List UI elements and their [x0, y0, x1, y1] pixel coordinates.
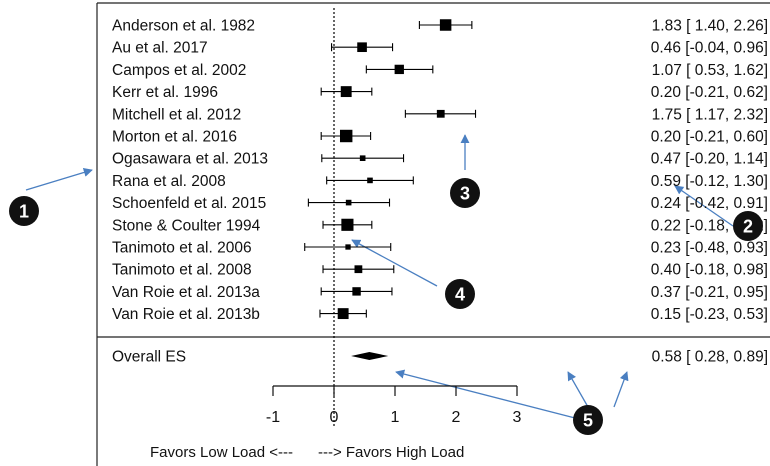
- annotation-arrow: [613, 371, 629, 408]
- overall-row: Overall ES 0.58 [ 0.28, 0.89]: [112, 349, 768, 366]
- callout-4: 4: [445, 279, 475, 309]
- study-ci-text: 1.83 [ 1.40, 2.26]: [652, 18, 768, 35]
- x-tick-label: 0: [330, 409, 339, 426]
- study-ci-text: 0.46 [-0.04, 0.96]: [651, 40, 768, 57]
- effect-size-marker: [394, 64, 404, 75]
- callout-3: 3: [450, 178, 480, 208]
- effect-size-marker: [345, 244, 351, 250]
- callout-number: 2: [743, 217, 753, 237]
- study-row: Mitchell et al. 2012 1.75 [ 1.17, 2.32]: [112, 106, 768, 123]
- annotation-arrows: [25, 134, 734, 419]
- study-label: Tanimoto et al. 2008: [112, 262, 252, 279]
- study-label: Kerr et al. 1996: [112, 84, 218, 101]
- effect-size-marker: [339, 129, 353, 143]
- annotation-arrow: [395, 369, 576, 419]
- callout-circle: [733, 211, 763, 241]
- study-label: Au et al. 2017: [112, 40, 208, 57]
- effect-size-marker: [367, 177, 373, 184]
- study-row: Stone & Coulter 1994 0.22 [-0.18, 0.62]: [112, 217, 768, 234]
- study-label: Tanimoto et al. 2006: [112, 240, 252, 257]
- study-label: Ogasawara et al. 2013: [112, 151, 268, 168]
- x-tick-label: 1: [391, 409, 400, 426]
- study-label: Schoenfeld et al. 2015: [112, 195, 266, 212]
- effect-size-marker: [439, 19, 452, 31]
- effect-size-marker: [354, 265, 363, 274]
- x-axis-label: Favors Low Load <--- ---> Favors High Lo…: [150, 444, 464, 461]
- study-label: Van Roie et al. 2013a: [112, 284, 260, 301]
- annotation-arrow: [25, 168, 93, 191]
- study-label: Morton et al. 2016: [112, 129, 237, 146]
- annotation-arrow: [567, 371, 589, 408]
- overall-label: Overall ES: [112, 349, 186, 366]
- study-label: Rana et al. 2008: [112, 173, 226, 190]
- study-row: Au et al. 2017 0.46 [-0.04, 0.96]: [112, 40, 768, 57]
- study-rows: Anderson et al. 1982 1.83 [ 1.40, 2.26] Au…: [112, 18, 768, 324]
- effect-size-marker: [357, 42, 367, 53]
- callout-number: 4: [455, 285, 465, 305]
- callout-markers: 1 2 3 4 5: [9, 178, 763, 435]
- annotation-arrow: [674, 185, 734, 227]
- study-label: Anderson et al. 1982: [112, 18, 255, 35]
- study-label: Mitchell et al. 2012: [112, 106, 241, 123]
- effect-size-marker: [341, 218, 354, 231]
- study-row: Van Roie et al. 2013b 0.15 [-0.23, 0.53]: [112, 306, 768, 323]
- study-row: Tanimoto et al. 2006 0.23 [-0.48, 0.93]: [112, 240, 768, 257]
- callout-circle: [573, 405, 603, 435]
- overall-diamond: [351, 352, 389, 360]
- callout-circle: [445, 279, 475, 309]
- effect-size-marker: [337, 308, 349, 320]
- study-row: Ogasawara et al. 2013 0.47 [-0.20, 1.14]: [112, 151, 768, 168]
- x-tick-label: 2: [452, 409, 461, 426]
- callout-number: 3: [460, 184, 470, 204]
- study-row: Schoenfeld et al. 2015 0.24 [-0.42, 0.91]: [112, 195, 768, 212]
- study-ci-text: 0.37 [-0.21, 0.95]: [651, 284, 768, 301]
- study-row: Morton et al. 2016 0.20 [-0.21, 0.60]: [112, 129, 768, 146]
- effect-size-marker: [359, 155, 366, 162]
- study-row: Anderson et al. 1982 1.83 [ 1.40, 2.26]: [112, 18, 768, 35]
- study-ci-text: 0.40 [-0.18, 0.98]: [651, 262, 768, 279]
- study-row: Campos et al. 2002 1.07 [ 0.53, 1.62]: [112, 62, 768, 79]
- callout-number: 5: [583, 411, 593, 431]
- study-ci-text: 0.20 [-0.21, 0.60]: [651, 129, 768, 146]
- callout-circle: [9, 196, 39, 226]
- effect-size-marker: [345, 199, 352, 206]
- callout-2: 2: [733, 211, 763, 241]
- study-ci-text: 0.24 [-0.42, 0.91]: [651, 195, 768, 212]
- study-ci-text: 0.20 [-0.21, 0.62]: [651, 84, 768, 101]
- study-row: Van Roie et al. 2013a 0.37 [-0.21, 0.95]: [112, 284, 768, 301]
- effect-size-marker: [436, 109, 445, 118]
- study-ci-text: 0.23 [-0.48, 0.93]: [651, 240, 768, 257]
- study-ci-text: 0.59 [-0.12, 1.30]: [651, 173, 768, 190]
- x-tick-label: 3: [513, 409, 522, 426]
- study-row: Rana et al. 2008 0.59 [-0.12, 1.30]: [112, 173, 768, 190]
- study-row: Kerr et al. 1996 0.20 [-0.21, 0.62]: [112, 84, 768, 101]
- study-ci-text: 1.07 [ 0.53, 1.62]: [652, 62, 768, 79]
- effect-size-marker: [352, 287, 361, 296]
- study-ci-text: 1.75 [ 1.17, 2.32]: [652, 106, 768, 123]
- annotation-arrow: [351, 239, 438, 287]
- study-row: Tanimoto et al. 2008 0.40 [-0.18, 0.98]: [112, 262, 768, 279]
- study-label: Van Roie et al. 2013b: [112, 306, 260, 323]
- study-label: Campos et al. 2002: [112, 62, 246, 79]
- x-tick-label: -1: [266, 409, 280, 426]
- study-ci-text: 0.47 [-0.20, 1.14]: [651, 151, 768, 168]
- callout-number: 1: [19, 202, 29, 222]
- study-label: Stone & Coulter 1994: [112, 217, 261, 234]
- effect-size-marker: [340, 86, 352, 98]
- callout-circle: [450, 178, 480, 208]
- overall-ci-text: 0.58 [ 0.28, 0.89]: [652, 349, 768, 366]
- callout-5: 5: [573, 405, 603, 435]
- study-ci-text: 0.15 [-0.23, 0.53]: [651, 306, 768, 323]
- x-axis: -1 0 1 2 3: [266, 385, 522, 426]
- callout-1: 1: [9, 196, 39, 226]
